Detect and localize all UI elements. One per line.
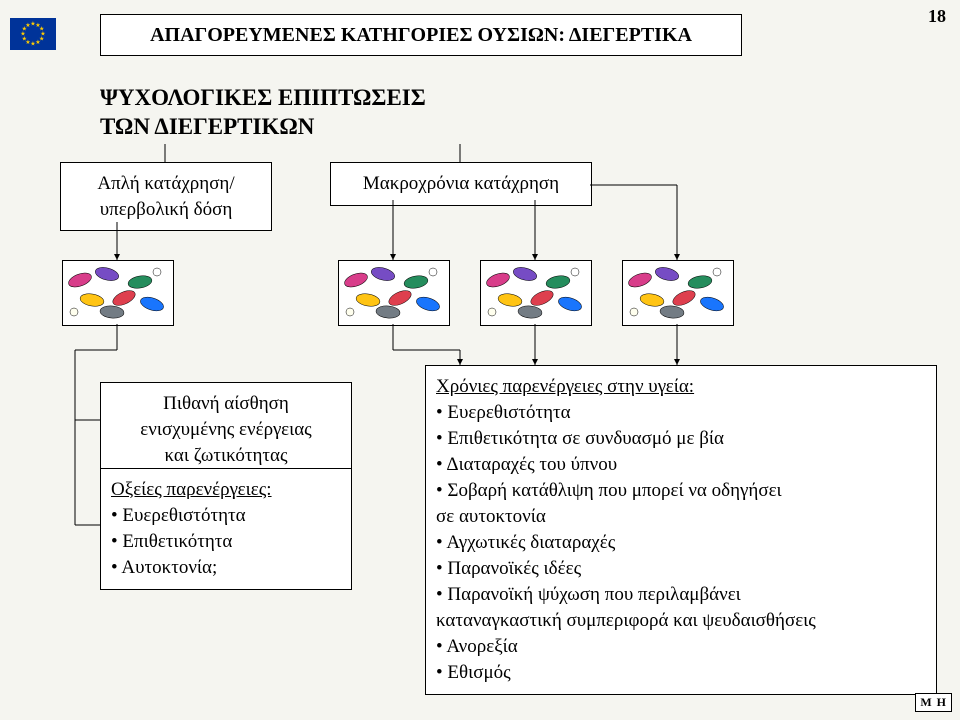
possible-feeling-box: Πιθανή αίσθηση ενισχυμένης ενέργειας και…: [100, 382, 352, 478]
info3-i7a: • Παρανοϊκή ψύχωση που περιλαμβάνει: [436, 584, 741, 605]
info2-i3: • Αυτοκτονία;: [111, 557, 217, 578]
eu-stars: ★ ★ ★ ★ ★ ★ ★ ★ ★ ★ ★ ★: [20, 21, 46, 47]
info3-i6: • Παρανοϊκές ιδέες: [436, 558, 581, 579]
subtitle-line1: ΨΥΧΟΛΟΓΙΚΕΣ ΕΠΙΠΤΩΣΕΙΣ: [100, 85, 426, 110]
mh-badge: M H: [915, 693, 952, 712]
info1-l3: και ζωτικότητας: [165, 445, 288, 466]
info2-i2: • Επιθετικότητα: [111, 531, 232, 552]
branch-right-text: Μακροχρόνια κατάχρηση: [363, 173, 559, 194]
info3-i4a: • Σοβαρή κατάθλιψη που μπορεί να οδηγήσε…: [436, 480, 782, 501]
pills-clipart-4: [622, 260, 734, 326]
pills-clipart-2: [338, 260, 450, 326]
slide-page: 18 ★ ★ ★ ★ ★ ★ ★ ★ ★ ★ ★ ★ ΑΠΑΓΟΡΕΥΜΕΝΕΣ…: [0, 0, 960, 720]
subtitle-line2: ΤΩΝ ΔΙΕΓΕΡΤΙΚΩΝ: [100, 114, 314, 139]
info1-l2: ενισχυμένης ενέργειας: [140, 419, 311, 440]
eu-flag-icon: ★ ★ ★ ★ ★ ★ ★ ★ ★ ★ ★ ★: [10, 18, 56, 50]
pills-clipart-3: [480, 260, 592, 326]
pills-clipart-1: [62, 260, 174, 326]
branch-left-l2: υπερβολική δόση: [100, 199, 233, 220]
info3-i8: • Ανορεξία: [436, 636, 518, 657]
branch-long-term-abuse: Μακροχρόνια κατάχρηση: [330, 162, 592, 206]
info2-i1: • Ευερεθιστότητα: [111, 505, 246, 526]
info3-i3: • Διαταραχές του ύπνου: [436, 454, 617, 475]
chronic-effects-box: Χρόνιες παρενέργειες στην υγεία: • Ευερε…: [425, 365, 937, 695]
info3-heading: Χρόνιες παρενέργειες στην υγεία:: [436, 376, 694, 397]
branch-left-l1: Απλή κατάχρηση/: [97, 173, 234, 194]
info3-i4b: σε αυτοκτονία: [436, 506, 546, 527]
info1-l1: Πιθανή αίσθηση: [163, 393, 289, 414]
subtitle: ΨΥΧΟΛΟΓΙΚΕΣ ΕΠΙΠΤΩΣΕΙΣ ΤΩΝ ΔΙΕΓΕΡΤΙΚΩΝ: [100, 84, 520, 142]
info3-i1: • Ευερεθιστότητα: [436, 402, 571, 423]
page-title: ΑΠΑΓΟΡΕΥΜΕΝΕΣ ΚΑΤΗΓΟΡΙΕΣ ΟΥΣΙΩΝ: ΔΙΕΓΕΡΤ…: [100, 14, 742, 56]
info2-heading: Οξείες παρενέργειες:: [111, 479, 272, 500]
acute-effects-box: Οξείες παρενέργειες: • Ευερεθιστότητα • …: [100, 468, 352, 590]
page-number: 18: [928, 6, 946, 27]
info3-i5: • Αγχωτικές διαταραχές: [436, 532, 615, 553]
info3-i2: • Επιθετικότητα σε συνδυασμό με βία: [436, 428, 724, 449]
info3-i9: • Εθισμός: [436, 662, 511, 683]
info3-i7b: καταναγκαστική συμπεριφορά και ψευδαισθή…: [436, 610, 816, 631]
branch-simple-abuse: Απλή κατάχρηση/ υπερβολική δόση: [60, 162, 272, 231]
